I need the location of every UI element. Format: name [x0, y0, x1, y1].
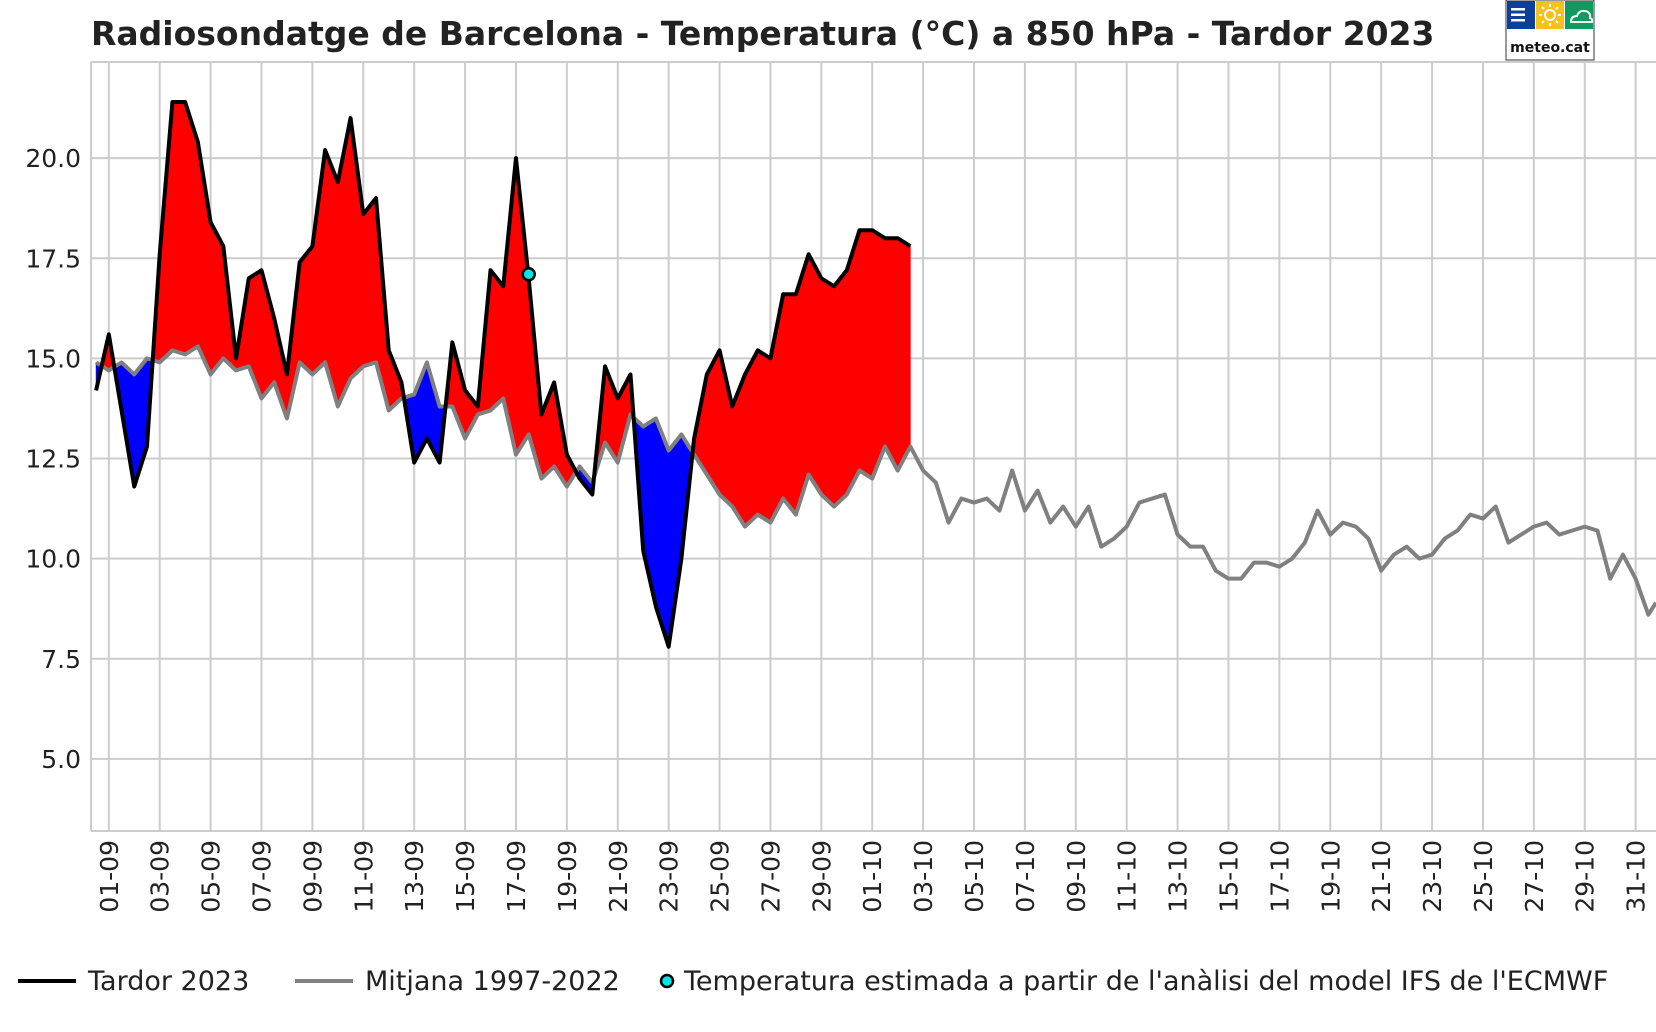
legend-label: Tardor 2023: [87, 966, 249, 997]
difference-segment: [490, 269, 504, 412]
difference-segment: [833, 269, 848, 508]
x-tick-label: 21-09: [604, 840, 633, 913]
difference-segment: [808, 254, 822, 496]
x-tick-label: 25-09: [706, 840, 735, 913]
x-tick-label: 17-09: [502, 840, 531, 913]
difference-segment: [362, 197, 377, 367]
ecmwf-marker: [521, 267, 536, 282]
x-tick-label: 11-10: [1113, 840, 1142, 913]
x-tick-label: 29-09: [807, 840, 836, 913]
x-tick-label: 05-09: [197, 840, 226, 913]
x-tick-label: 23-09: [655, 840, 684, 913]
x-axis-ticks: 01-09 03-09 05-09 07-09 09-09 11-09 13-09 15-09…: [95, 840, 1651, 913]
y-tick-label: 5.0: [41, 745, 81, 774]
y-tick-label: 17.5: [25, 244, 81, 273]
x-tick-label: 19-10: [1316, 840, 1345, 913]
difference-segment: [859, 229, 873, 480]
difference-segment: [782, 294, 797, 516]
difference-fill: [95, 101, 911, 647]
x-tick-label: 01-09: [95, 840, 124, 913]
difference-segment: [172, 101, 186, 355]
y-tick-label: 20.0: [25, 144, 81, 173]
x-tick-label: 03-10: [909, 840, 938, 913]
y-axis-ticks: 5.0 7.5 10.0 12.5 15.0 17.5 20.0: [25, 144, 81, 774]
y-tick-label: 7.5: [41, 645, 81, 674]
x-tick-label: 07-10: [1011, 840, 1040, 913]
difference-segment: [884, 237, 898, 471]
x-tick-label: 15-09: [451, 840, 480, 913]
x-tick-label: 15-10: [1214, 840, 1243, 913]
x-tick-label: 27-09: [756, 840, 785, 913]
x-tick-label: 09-10: [1062, 840, 1091, 913]
x-tick-label: 19-09: [553, 840, 582, 913]
sun-icon: [1539, 4, 1561, 26]
x-tick-label: 03-09: [146, 840, 175, 913]
difference-segment: [821, 277, 835, 508]
cloud-icon: [1569, 9, 1594, 23]
difference-segment: [299, 245, 313, 376]
legend: Tardor 2023 Mitjana 1997-2022 Temperatura …: [18, 966, 1608, 997]
legend-swatch-marker: [659, 973, 675, 989]
x-tick-label: 07-09: [247, 840, 276, 913]
x-tick-label: 29-10: [1571, 840, 1600, 913]
x-tick-label: 23-10: [1418, 840, 1447, 913]
x-tick-label: 09-09: [298, 840, 327, 913]
logo-text: meteo.cat: [1510, 40, 1590, 56]
legend-label: Mitjana 1997-2022: [365, 966, 620, 997]
difference-segment: [337, 118, 351, 407]
x-tick-label: 31-10: [1622, 840, 1651, 913]
x-tick-label: 05-10: [960, 840, 989, 913]
x-tick-label: 13-10: [1164, 840, 1193, 913]
y-tick-label: 10.0: [25, 545, 81, 574]
difference-segment: [757, 349, 771, 524]
series-mitjana: [95, 344, 1656, 617]
x-tick-label: 13-09: [400, 840, 429, 913]
menu-icon: [1511, 8, 1525, 22]
x-tick-label: 17-10: [1265, 840, 1294, 913]
y-tick-label: 12.5: [25, 445, 81, 474]
series-tardor-2023: [94, 100, 912, 649]
x-tick-label: 01-10: [858, 840, 887, 913]
meteocat-logo: meteo.cat: [1505, 0, 1595, 61]
difference-segment: [871, 229, 886, 479]
legend-label: Temperatura estimada a partir de l'anàli…: [683, 966, 1608, 997]
x-tick-label: 21-10: [1367, 840, 1396, 913]
y-tick-label: 15.0: [25, 344, 81, 373]
difference-segment: [744, 350, 759, 528]
x-tick-label: 27-10: [1520, 840, 1549, 913]
x-tick-label: 11-09: [349, 840, 378, 913]
difference-segment: [897, 237, 911, 471]
x-tick-label: 25-10: [1469, 840, 1498, 913]
chart-title: Radiosondatge de Barcelona - Temperatura…: [91, 14, 1434, 53]
